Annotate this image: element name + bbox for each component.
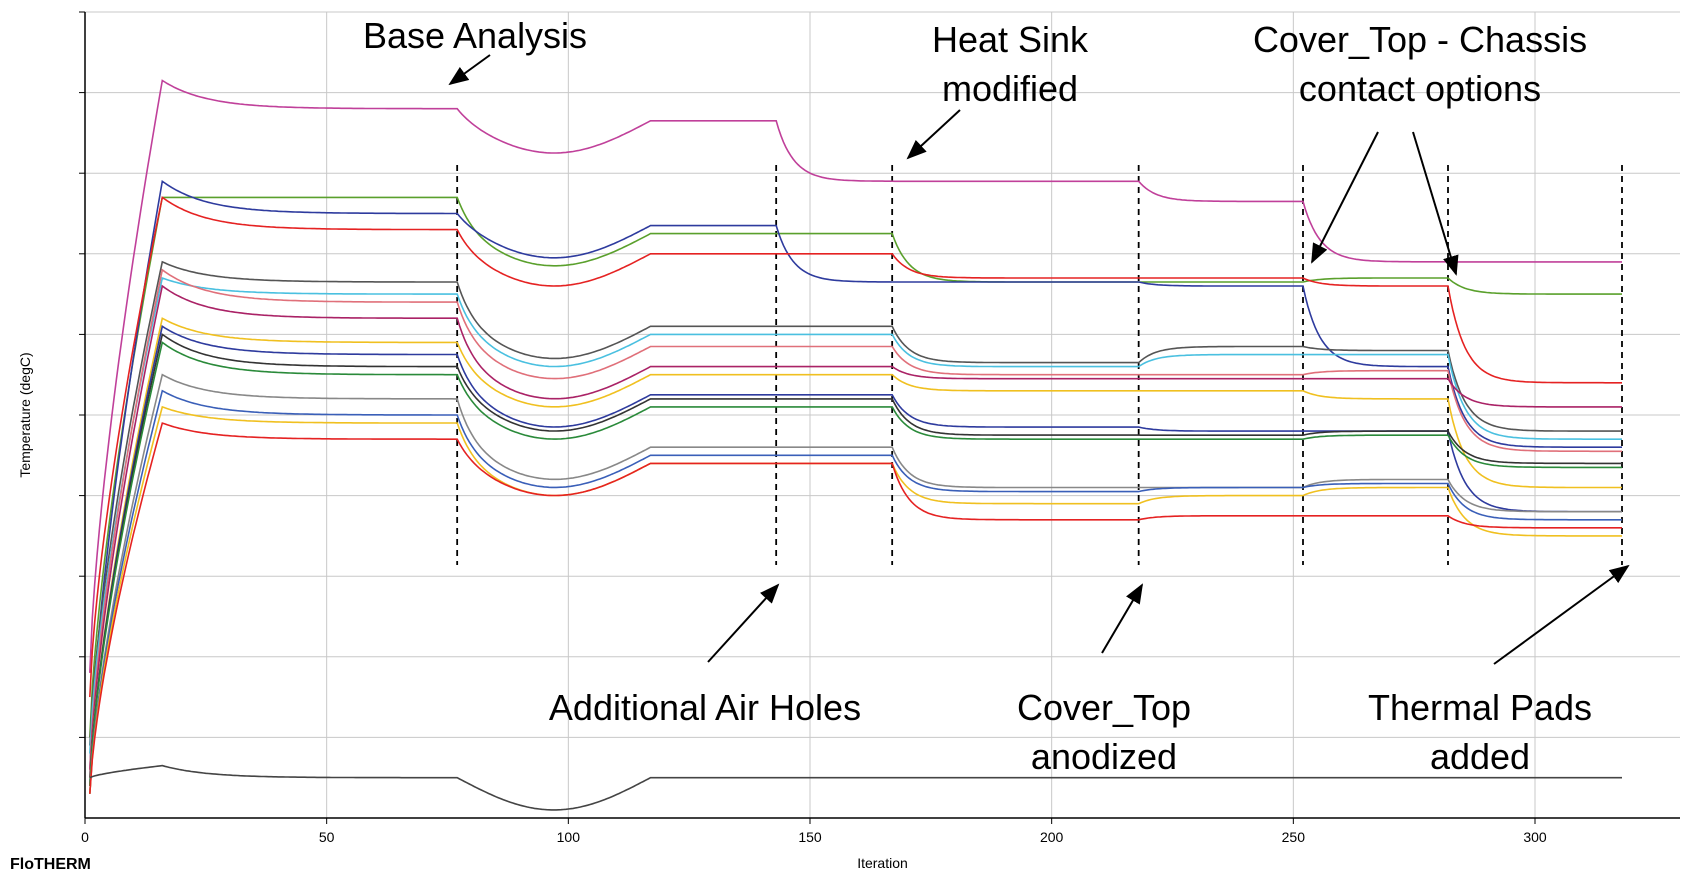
annotation-line: modified — [942, 68, 1078, 109]
series-line-2 — [89, 196, 1622, 738]
annotation-arrow — [448, 54, 491, 86]
annotation-line: Heat Sink — [932, 19, 1089, 60]
annotation-cover-chassis: Cover_Top - Chassis contact options — [1253, 19, 1587, 109]
annotation-line: Cover_Top — [1017, 687, 1191, 728]
series-line-12 — [89, 341, 1622, 786]
series-line-5 — [89, 260, 1622, 746]
series-line-16 — [89, 422, 1622, 794]
series-line-14 — [89, 389, 1622, 794]
series-line-17 — [89, 764, 1622, 811]
annotation-line: Base Analysis — [363, 15, 587, 56]
annotation-layer: Base Analysis Heat Sink modified Cover_Top … — [363, 15, 1630, 777]
annotation-arrow — [906, 109, 961, 160]
annotation-base: Base Analysis — [363, 15, 587, 56]
annotation-anodized: Cover_Top anodized — [1017, 687, 1191, 777]
x-tick-label: 0 — [81, 829, 89, 845]
x-tick-label: 150 — [798, 829, 822, 845]
series-layer — [89, 79, 1622, 811]
x-tick-label: 300 — [1523, 829, 1547, 845]
annotation-line: contact options — [1299, 68, 1541, 109]
series-line-1 — [89, 79, 1622, 673]
x-tick-label: 200 — [1040, 829, 1064, 845]
annotation-line: Thermal Pads — [1368, 687, 1592, 728]
annotation-heatsink: Heat Sink modified — [932, 19, 1089, 109]
series-line-15 — [89, 405, 1622, 794]
annotation-arrow — [1493, 564, 1630, 665]
annotation-line: anodized — [1031, 736, 1177, 777]
annotation-airholes: Additional Air Holes — [549, 687, 861, 728]
annotation-line: Cover_Top - Chassis — [1253, 19, 1587, 60]
annotation-arrow — [1412, 131, 1459, 276]
phase-marker-layer — [456, 165, 1623, 565]
x-axis-label: Iteration — [857, 855, 908, 871]
series-line-4 — [89, 196, 1622, 698]
x-tick-label: 250 — [1282, 829, 1306, 845]
series-line-6 — [89, 276, 1622, 754]
x-tick-label: 50 — [319, 829, 335, 845]
annotation-arrow — [1311, 131, 1379, 264]
annotation-arrow — [707, 583, 780, 663]
annotation-line: added — [1430, 736, 1530, 777]
annotation-line: Additional Air Holes — [549, 687, 861, 728]
series-line-3 — [89, 179, 1622, 770]
x-tick-label: 100 — [557, 829, 581, 845]
series-line-9 — [89, 317, 1622, 786]
axis-layer: 0 50 100 150 200 250 300 Iteration Temperature (… — [17, 11, 1680, 871]
annotation-arrow — [1101, 583, 1144, 654]
annotation-pads: Thermal Pads added — [1368, 687, 1592, 777]
series-line-7 — [89, 268, 1622, 770]
brand-label: FloTHERM — [10, 856, 91, 873]
series-line-13 — [89, 373, 1622, 794]
series-line-11 — [89, 333, 1622, 786]
y-axis-label: Temperature (degC) — [17, 352, 33, 477]
series-line-8 — [89, 284, 1622, 778]
